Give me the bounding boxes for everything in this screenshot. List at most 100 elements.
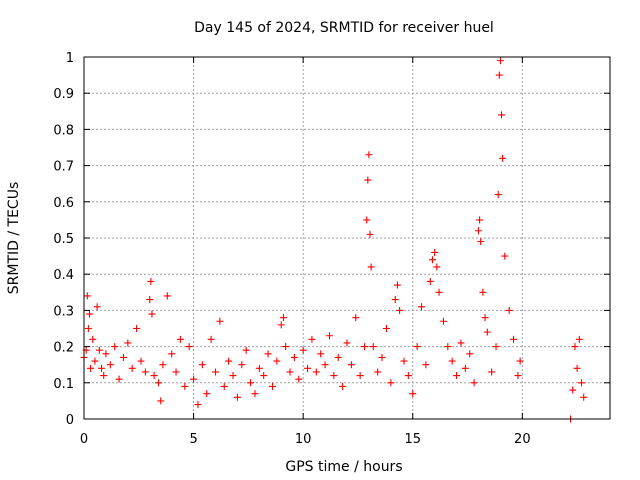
data-point	[321, 361, 329, 369]
data-point	[207, 335, 215, 343]
x-tick-label: 20	[514, 432, 531, 447]
data-point	[501, 252, 509, 260]
data-point	[95, 346, 103, 354]
data-point	[433, 263, 441, 271]
data-point	[498, 111, 506, 119]
data-point	[374, 368, 382, 376]
data-point	[367, 263, 375, 271]
data-point	[457, 339, 465, 347]
data-point	[150, 372, 158, 380]
data-point	[470, 379, 478, 387]
data-point	[580, 393, 588, 401]
data-point	[347, 361, 355, 369]
data-point	[387, 379, 395, 387]
data-point	[343, 339, 351, 347]
data-point	[317, 350, 325, 358]
data-point	[510, 335, 518, 343]
data-point	[495, 71, 503, 79]
data-point	[290, 353, 298, 361]
data-point	[578, 379, 586, 387]
data-point	[102, 350, 110, 358]
data-point	[295, 375, 303, 383]
data-point	[428, 256, 436, 264]
data-point	[251, 390, 259, 398]
data-point	[172, 368, 180, 376]
data-point	[413, 343, 421, 351]
data-point	[216, 317, 224, 325]
data-point	[422, 361, 430, 369]
data-point	[369, 343, 377, 351]
data-point	[476, 216, 484, 224]
data-point	[426, 277, 434, 285]
data-point	[84, 325, 92, 332]
data-point	[225, 357, 233, 365]
data-point	[247, 379, 255, 387]
data-point	[106, 361, 114, 369]
data-point	[477, 238, 485, 246]
data-point	[141, 368, 149, 376]
data-point	[396, 306, 404, 314]
data-point	[203, 390, 211, 398]
data-point	[330, 372, 338, 380]
data-point	[299, 346, 307, 354]
data-point	[159, 361, 167, 369]
data-point	[571, 343, 579, 351]
data-point	[400, 357, 408, 365]
data-point	[91, 357, 99, 365]
data-point	[212, 368, 219, 376]
data-point	[488, 368, 496, 376]
data-point	[119, 353, 127, 361]
data-point	[393, 281, 401, 289]
axis-ticks: 00.10.20.30.40.50.60.70.80.910 5 10 15 20	[53, 51, 610, 447]
data-point	[93, 303, 101, 311]
y-tick-label: 1	[66, 51, 74, 66]
data-point	[85, 310, 93, 318]
grid	[84, 57, 610, 419]
x-tick-label: 15	[404, 432, 421, 447]
data-point	[496, 57, 504, 65]
y-tick-label: 0.3	[53, 304, 74, 319]
y-tick-label: 0.7	[53, 160, 74, 175]
data-point	[163, 292, 171, 300]
data-point	[366, 230, 374, 238]
data-point	[391, 296, 399, 304]
data-point	[89, 335, 97, 343]
data-point	[516, 357, 524, 365]
data-point	[382, 325, 390, 332]
data-point	[242, 346, 250, 354]
data-point	[461, 364, 469, 372]
data-point	[111, 343, 119, 351]
data-point	[444, 343, 452, 351]
data-point	[466, 350, 474, 358]
y-tick-label: 0.1	[53, 377, 74, 392]
data-point	[155, 379, 163, 387]
y-tick-label: 0.4	[53, 268, 74, 283]
data-point	[233, 393, 241, 401]
y-axis-label: SRMTID / TECUs	[6, 182, 22, 295]
data-point	[229, 372, 237, 380]
chart-title: Day 145 of 2024, SRMTID for receiver hue…	[194, 20, 494, 36]
data-point	[448, 357, 456, 365]
data-point	[312, 368, 320, 376]
data-point	[181, 382, 189, 390]
data-point	[325, 332, 333, 340]
data-point	[356, 372, 364, 380]
data-point	[268, 382, 276, 390]
y-tick-label: 0.8	[53, 123, 74, 138]
data-point	[483, 328, 491, 336]
data-point	[124, 339, 132, 347]
data-point	[308, 335, 316, 343]
data-point	[87, 364, 95, 372]
data-point	[475, 227, 482, 235]
data-point	[494, 191, 502, 199]
data-point	[277, 321, 285, 329]
y-tick-label: 0.9	[53, 87, 74, 102]
data-point	[365, 151, 373, 159]
data-point	[264, 350, 272, 358]
data-point	[492, 343, 500, 351]
data-point	[133, 325, 141, 332]
data-point	[361, 343, 369, 351]
data-point	[176, 335, 184, 343]
data-point	[404, 372, 412, 380]
